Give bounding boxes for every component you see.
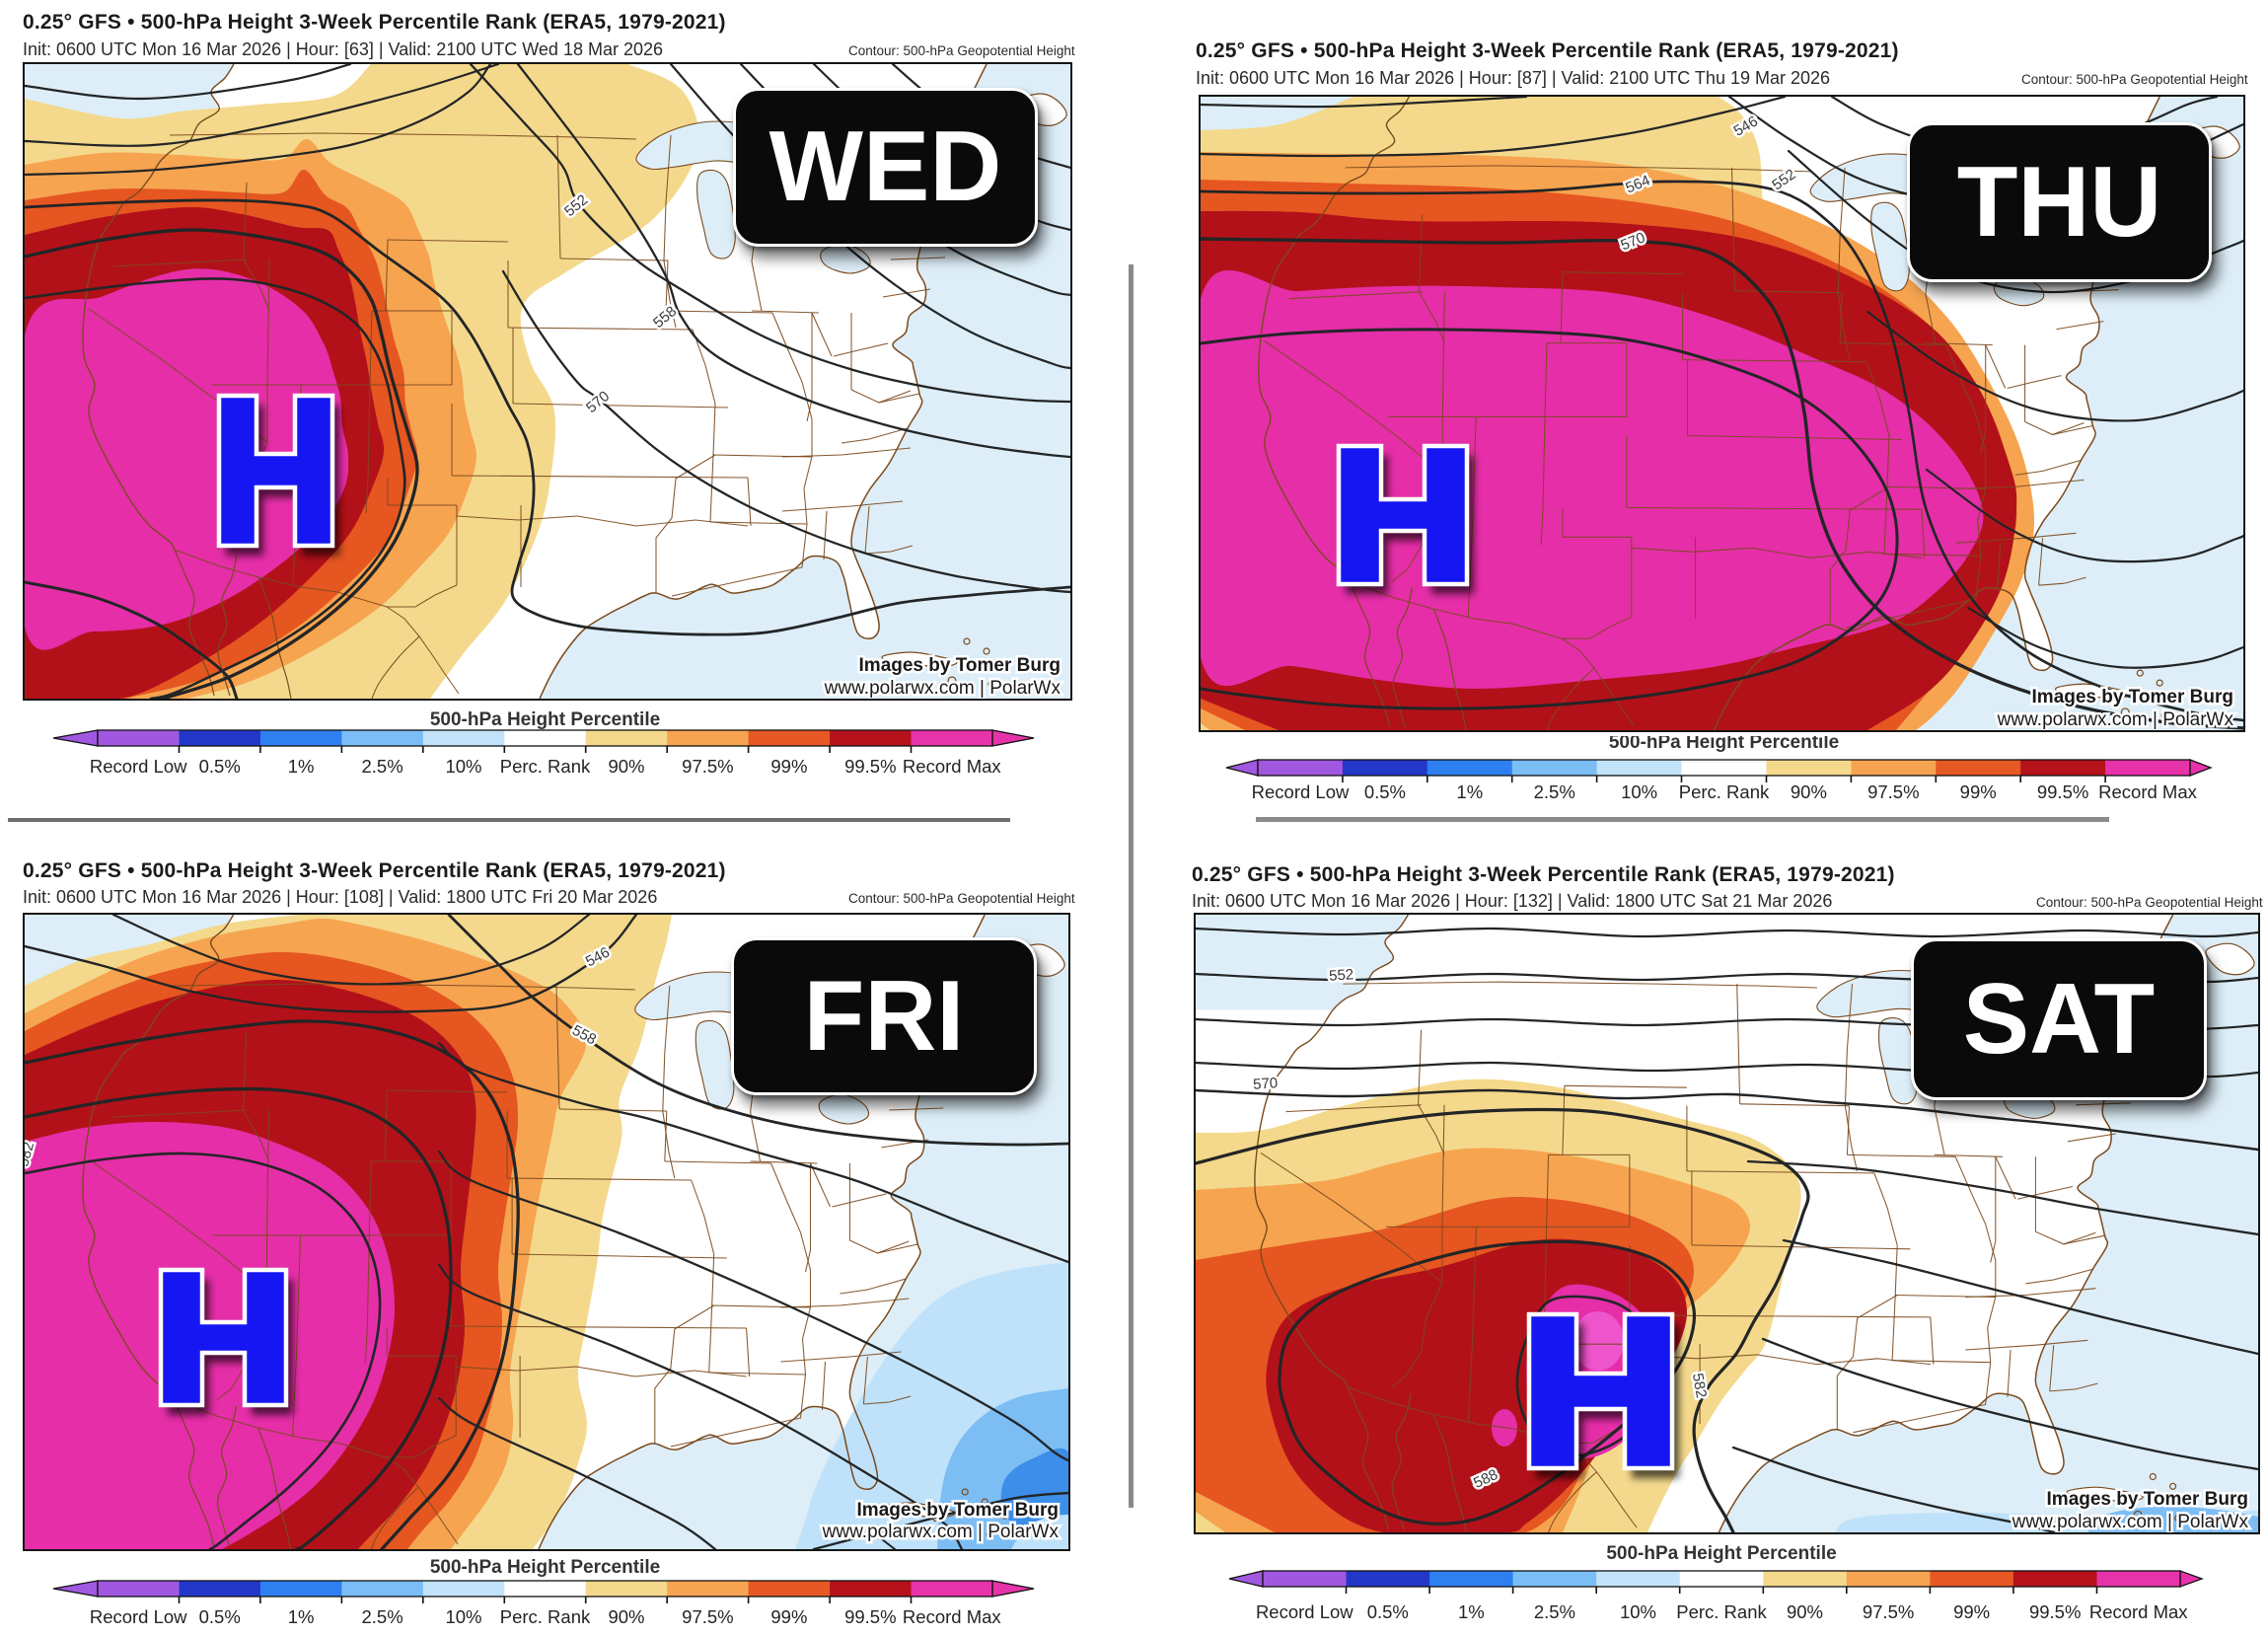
svg-text:0.5%: 0.5% [1364, 781, 1406, 802]
svg-text:97.5%: 97.5% [682, 756, 733, 777]
svg-text:500-hPa Height Percentile: 500-hPa Height Percentile [1609, 736, 1839, 753]
svg-text:1%: 1% [288, 1606, 315, 1627]
svg-text:Perc. Rank: Perc. Rank [500, 756, 591, 777]
svg-text:90%: 90% [608, 1606, 644, 1627]
svg-text:0.5%: 0.5% [199, 1606, 241, 1627]
svg-text:Perc. Rank: Perc. Rank [1679, 781, 1770, 802]
svg-text:99.5%: 99.5% [2037, 781, 2088, 802]
svg-text:Record Max: Record Max [2098, 781, 2197, 802]
svg-text:Record Low: Record Low [90, 756, 187, 777]
svg-text:Record Low: Record Low [90, 1606, 187, 1627]
svg-text:0.5%: 0.5% [1367, 1601, 1409, 1622]
svg-text:99.5%: 99.5% [844, 1606, 896, 1627]
svg-text:1%: 1% [1456, 781, 1483, 802]
svg-text:10%: 10% [1621, 781, 1657, 802]
svg-text:99%: 99% [770, 1606, 807, 1627]
svg-text:Images by Tomer Burg: Images by Tomer Burg [2047, 1489, 2248, 1510]
svg-text:500-hPa Height Percentile: 500-hPa Height Percentile [430, 1557, 660, 1578]
svg-text:99%: 99% [1953, 1601, 1990, 1622]
svg-text:97.5%: 97.5% [1863, 1601, 1914, 1622]
svg-text:Record Max: Record Max [903, 1606, 1001, 1627]
svg-text:500-hPa Height Percentile: 500-hPa Height Percentile [430, 709, 660, 730]
svg-text:1%: 1% [288, 756, 315, 777]
svg-text:Images by Tomer Burg: Images by Tomer Burg [2032, 687, 2233, 707]
svg-text:97.5%: 97.5% [1867, 781, 1919, 802]
svg-text:99.5%: 99.5% [2029, 1601, 2081, 1622]
svg-text:Images by Tomer Burg: Images by Tomer Burg [859, 655, 1061, 676]
svg-text:99.5%: 99.5% [844, 756, 896, 777]
svg-text:500-hPa Height Percentile: 500-hPa Height Percentile [1606, 1545, 1836, 1564]
svg-text:2.5%: 2.5% [1534, 781, 1575, 802]
svg-text:Perc. Rank: Perc. Rank [1676, 1601, 1767, 1622]
svg-text:www.polarwx.com | PolarWx: www.polarwx.com | PolarWx [822, 1522, 1060, 1542]
svg-text:2.5%: 2.5% [362, 756, 403, 777]
svg-text:www.polarwx.com | PolarWx: www.polarwx.com | PolarWx [1997, 709, 2234, 730]
svg-text:10%: 10% [445, 1606, 481, 1627]
svg-text:Perc. Rank: Perc. Rank [500, 1606, 591, 1627]
svg-text:0.5%: 0.5% [199, 756, 241, 777]
svg-text:90%: 90% [1787, 1601, 1823, 1622]
svg-text:97.5%: 97.5% [682, 1606, 733, 1627]
svg-text:10%: 10% [1620, 1601, 1656, 1622]
svg-text:99%: 99% [770, 756, 807, 777]
svg-text:552: 552 [1329, 966, 1354, 985]
svg-text:2.5%: 2.5% [1534, 1601, 1575, 1622]
svg-text:www.polarwx.com | PolarWx: www.polarwx.com | PolarWx [824, 678, 1061, 699]
svg-text:2.5%: 2.5% [362, 1606, 403, 1627]
svg-text:1%: 1% [1458, 1601, 1485, 1622]
svg-text:Record Low: Record Low [1256, 1601, 1353, 1622]
svg-text:90%: 90% [608, 756, 644, 777]
svg-text:Images by Tomer Burg: Images by Tomer Burg [857, 1500, 1059, 1521]
svg-text:www.polarwx.com | PolarWx: www.polarwx.com | PolarWx [2012, 1512, 2249, 1532]
svg-text:Record Low: Record Low [1252, 781, 1350, 802]
svg-text:90%: 90% [1791, 781, 1827, 802]
svg-text:99%: 99% [1960, 781, 1997, 802]
svg-text:10%: 10% [445, 756, 481, 777]
svg-text:570: 570 [1253, 1075, 1279, 1093]
svg-text:Record Max: Record Max [2089, 1601, 2188, 1622]
svg-text:Record Max: Record Max [903, 756, 1001, 777]
